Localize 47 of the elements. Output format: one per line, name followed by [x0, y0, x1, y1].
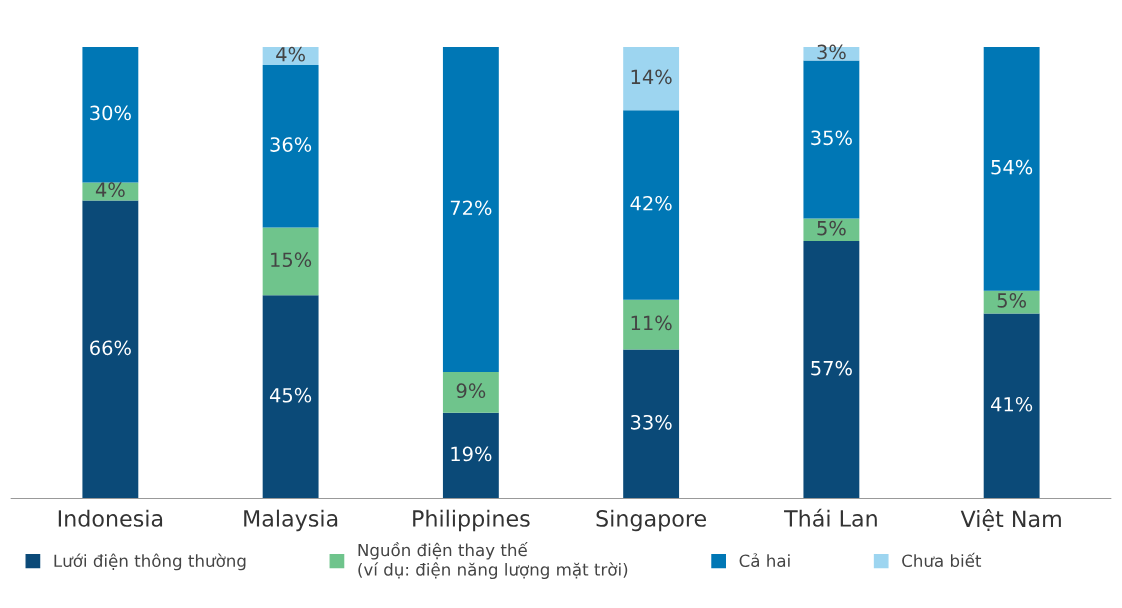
bar	[262, 295, 319, 499]
data-label: 45%	[269, 387, 312, 403]
data-label: 3%	[817, 44, 846, 60]
data-label: 9%	[456, 383, 486, 399]
bar	[803, 241, 860, 499]
bar	[442, 412, 499, 499]
bar	[623, 46, 680, 111]
bar	[442, 46, 499, 373]
bar	[983, 46, 1040, 291]
bar	[983, 313, 1040, 499]
data-label: 4%	[95, 182, 125, 198]
legend-label: Chưa biết	[902, 552, 982, 568]
bar	[623, 110, 680, 300]
bar	[623, 349, 680, 499]
data-label: 11%	[631, 315, 672, 331]
x-tick-label: Indonesia	[58, 509, 163, 527]
data-label: 42%	[630, 195, 672, 211]
data-label: 19%	[451, 446, 492, 462]
data-label: 57%	[811, 360, 852, 376]
data-label: 33%	[631, 414, 672, 430]
data-label: 35%	[811, 130, 852, 146]
data-label: 5%	[817, 220, 846, 236]
bar	[262, 64, 319, 228]
data-label: 72%	[450, 200, 492, 216]
x-tick-label: Singapore	[596, 509, 706, 532]
x-tick-label: Việt Nam	[960, 509, 1061, 531]
legend-label: Lưới điện thông thường	[54, 553, 246, 571]
legend-label: Cả hai	[739, 553, 790, 568]
data-label: 4%	[276, 46, 305, 62]
data-label: 15%	[271, 252, 312, 268]
data-label: 30%	[90, 105, 131, 121]
data-label: 5%	[997, 293, 1026, 308]
bar	[262, 227, 319, 296]
bar	[623, 299, 680, 350]
data-label: 14%	[631, 69, 672, 85]
data-label: 66%	[90, 340, 131, 356]
bar	[803, 60, 860, 219]
bar	[442, 372, 499, 413]
data-label: 41%	[990, 396, 1033, 412]
x-tick-label: Philippines	[413, 509, 530, 532]
data-label: 36%	[270, 137, 312, 152]
x-tick-label: Thái Lan	[784, 508, 877, 527]
bar	[82, 46, 139, 183]
bar	[82, 200, 139, 499]
data-label: 54%	[991, 159, 1033, 175]
x-tick-label: Malaysia	[244, 509, 338, 532]
legend-label: Nguồn điện thay thế (ví dụ: điện năng lượng mặt trời)	[358, 542, 628, 580]
